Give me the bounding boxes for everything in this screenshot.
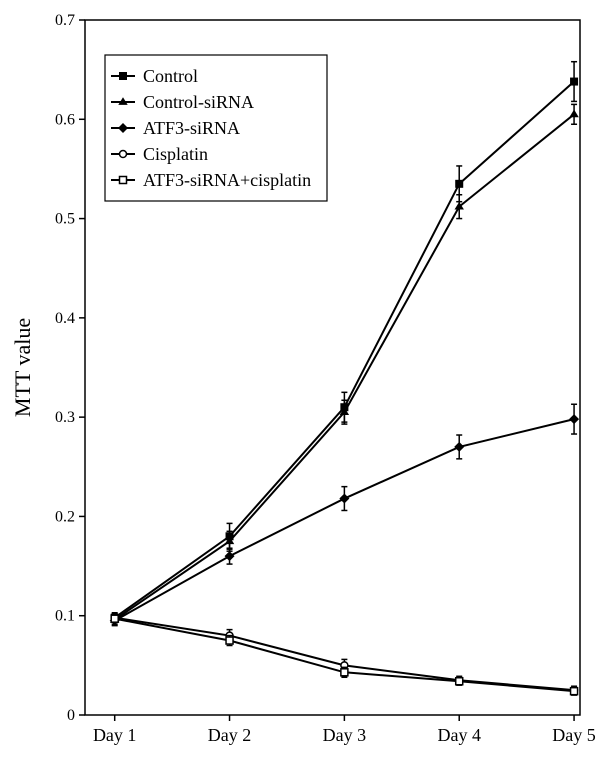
series-atf3-sirna-cisplatin [111,615,577,695]
svg-text:0.1: 0.1 [55,608,75,625]
legend-item-label: ATF3-siRNA+cisplatin [143,170,311,190]
series-atf3-sirna [110,404,579,625]
y-axis-label: MTT value [10,318,35,417]
legend-item-label: ATF3-siRNA [143,118,240,138]
x-tick-label: Day 2 [208,725,252,745]
svg-text:0.4: 0.4 [55,310,75,327]
legend-item-label: Control-siRNA [143,92,254,112]
x-tick-label: Day 1 [93,725,137,745]
mtt-line-chart: 0 0.1 0.2 0.3 0.4 0.5 0.6 0.7 Day 1 Day 2 Day 3 Day… [0,0,602,779]
svg-text:0.7: 0.7 [55,12,75,29]
x-tick-label: Day 3 [323,725,367,745]
svg-text:0: 0 [67,707,75,724]
chart-svg: 0 0.1 0.2 0.3 0.4 0.5 0.6 0.7 Day 1 Day 2 Day 3 Day… [0,0,602,779]
svg-text:0.2: 0.2 [55,508,75,525]
svg-text:0.5: 0.5 [55,211,75,228]
series-cisplatin [111,614,577,694]
legend: Control Control-siRNA ATF3-siRNA Cisplatin A… [105,55,327,201]
legend-item-label: Cisplatin [143,144,208,164]
svg-text:0.3: 0.3 [55,409,75,426]
x-tick-label: Day 5 [552,725,596,745]
svg-text:0.6: 0.6 [55,111,75,128]
legend-item-label: Control [143,66,198,86]
x-tick-label: Day 4 [437,725,481,745]
